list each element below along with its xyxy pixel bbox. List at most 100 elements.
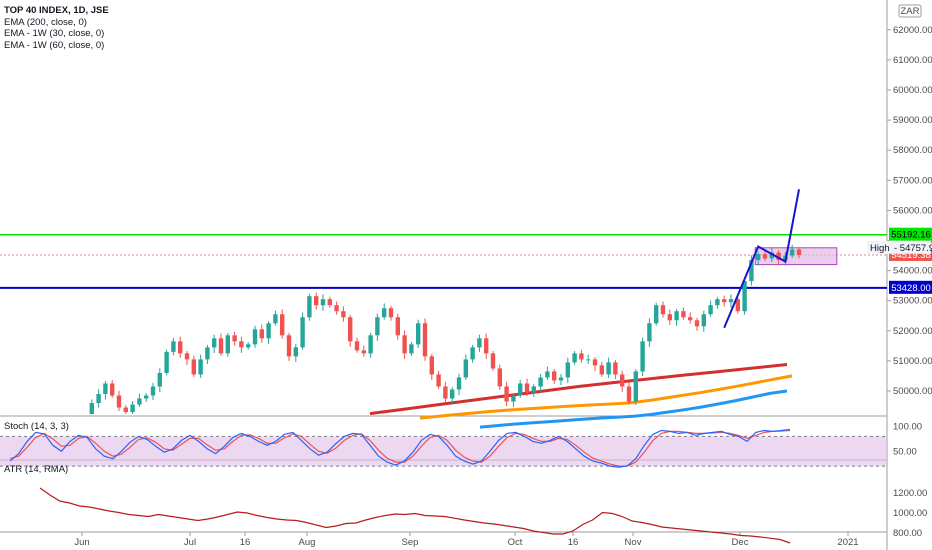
candle-body (239, 341, 244, 348)
candle-body (470, 347, 475, 360)
candle-body (715, 299, 720, 306)
candle-body (524, 383, 530, 393)
candle-body (511, 395, 516, 402)
candle-body (456, 377, 462, 390)
consolidation-box (754, 247, 838, 266)
time-tick-label: Oct (508, 537, 523, 548)
legend-indicator: EMA (200, close, 0) (4, 16, 87, 28)
candle-body (558, 377, 564, 381)
candle-body (688, 317, 693, 321)
candle-body (701, 314, 706, 327)
candle-body (375, 317, 380, 336)
candle-body (538, 377, 543, 387)
price-tick-label: 59000.00 (893, 115, 932, 126)
time-tick-label: 2021 (837, 537, 858, 548)
candle-body (674, 311, 679, 321)
candle-body (477, 338, 482, 348)
price-tick-label: 58000.00 (893, 145, 932, 156)
atr-line (39, 487, 791, 544)
candle-body (307, 296, 312, 318)
candle-body (205, 347, 210, 360)
time-tick-label: 16 (568, 537, 579, 548)
atr-pane-label: ATR (14, RMA) (4, 464, 69, 475)
candle-body (586, 359, 591, 361)
candle-body (647, 323, 652, 342)
currency-tag-box (898, 4, 922, 18)
candle-body (225, 335, 230, 354)
candle-body (382, 308, 387, 318)
candle-body (565, 362, 570, 378)
candle-body (232, 335, 237, 342)
time-tick-label: Jul (184, 537, 196, 548)
candle-body (620, 374, 625, 387)
candle-body (633, 371, 638, 402)
stoch-tick-label: 50.00 (893, 446, 917, 457)
candle-body (497, 368, 502, 387)
candle-body (280, 314, 285, 336)
stoch-k-line (9, 428, 791, 468)
time-tick-label: Sep (402, 537, 419, 548)
candle-body (246, 344, 251, 348)
resistance-price-label-bg (889, 227, 932, 241)
candle-body (409, 344, 414, 354)
price-tick-label: 62000.00 (893, 25, 932, 36)
candle-body (742, 281, 747, 312)
candle-body (640, 341, 645, 372)
candle-body (259, 329, 264, 339)
candle-body (694, 320, 700, 327)
candle-body (116, 395, 122, 408)
candle-body (749, 260, 754, 282)
high-price-label: - 54757.93 (894, 243, 932, 254)
price-tick-label: 53000.00 (893, 296, 932, 307)
candle-body (450, 389, 455, 399)
candle-body (266, 323, 271, 339)
candle-body (341, 311, 346, 318)
high-label-bg (867, 240, 931, 254)
candle-body (613, 362, 618, 375)
candle-body (137, 398, 142, 405)
candle-body (518, 383, 523, 396)
candle-body (334, 305, 339, 312)
candle-body (110, 383, 115, 396)
candle-body (545, 371, 550, 378)
candle-body (171, 341, 176, 352)
time-tick-label: Dec (732, 537, 749, 548)
candle-body (722, 299, 727, 303)
candle-body (293, 347, 298, 357)
candle-body (762, 254, 768, 259)
candle-body (776, 252, 781, 261)
candle-body (130, 404, 135, 413)
candle-body (708, 305, 713, 315)
candle-body (184, 353, 190, 360)
time-tick-label: Nov (625, 537, 642, 548)
candle-body (416, 323, 421, 345)
candle-body (300, 317, 305, 348)
candle-body (552, 371, 557, 381)
candle-body (327, 299, 332, 306)
candle-body (660, 305, 666, 315)
atr-tick-label: 1000.00 (893, 508, 927, 519)
candle-body (150, 386, 156, 396)
candle-body (667, 314, 672, 321)
price-tick-label: 52000.00 (893, 326, 932, 337)
price-tick-label: 56000.00 (893, 205, 932, 216)
legend-title: TOP 40 INDEX, 1D, JSE (4, 5, 109, 16)
last-price-label: 54519.38 (891, 250, 931, 261)
price-tick-label: 50000.00 (893, 386, 932, 397)
time-tick-label: Aug (299, 537, 316, 548)
time-tick-label: Jun (74, 537, 89, 548)
candle-body (348, 317, 353, 342)
price-tick-label: 61000.00 (893, 55, 932, 66)
candle-body (252, 329, 258, 345)
candle-body (572, 353, 577, 363)
candle-body (198, 359, 203, 375)
price-tick-label: 54000.00 (893, 266, 932, 277)
candle-body (443, 386, 448, 399)
candle-body (89, 403, 94, 414)
candle-body (592, 359, 598, 366)
candle-body (422, 323, 428, 357)
stoch-d-line (9, 429, 791, 467)
support-price-label: 53428.00 (891, 283, 931, 294)
